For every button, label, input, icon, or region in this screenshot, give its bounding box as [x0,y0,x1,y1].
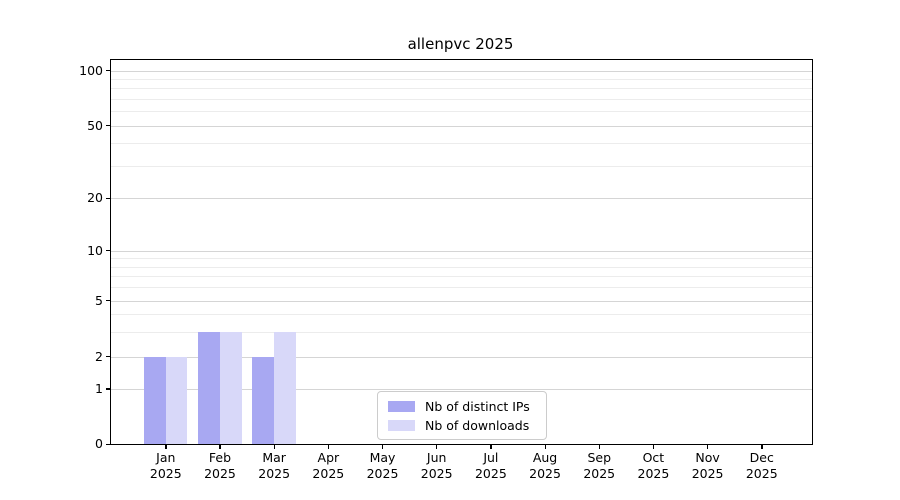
x-axis-tick-label-line: 2025 [420,466,453,481]
bar-feb-downloads [219,331,242,444]
x-axis-tick-label-line: Oct [642,450,665,465]
gridline-minor [111,276,812,278]
gridline-minor [111,331,812,333]
gridline-minor [111,78,812,80]
x-axis-tick [327,444,330,449]
gridline-minor [111,166,812,168]
gridline-major [111,356,812,358]
x-axis-tick-label: Dec 2025 [730,450,794,482]
y-axis-tick [106,70,111,72]
gridline-minor [111,143,812,145]
y-axis-tick [106,125,111,127]
x-axis-tick [598,444,601,449]
legend-row: Nb of downloads [388,418,536,433]
bar-mar-distinct-ips [252,356,275,444]
gridline-major [111,300,812,302]
y-axis-tick-label: 10 [87,242,103,258]
x-axis-tick-label-line: Apr [317,450,340,465]
x-axis-tick-label: Nov 2025 [676,450,740,482]
y-axis-tick [106,443,111,445]
gridline-major [111,388,812,390]
x-axis-tick [273,444,275,449]
legend-swatch-distinct-ips [388,401,415,412]
gridline-major [111,125,812,127]
bar-jan-downloads [165,356,188,444]
gridline-major [111,250,812,252]
legend-swatch-downloads [388,420,415,431]
x-axis-tick [219,444,221,449]
x-axis-tick-label-line: 2025 [529,466,561,481]
y-axis-tick-label: 2 [95,348,103,364]
x-axis-tick [165,444,167,449]
x-axis-tick-label-line: Jan [156,450,176,465]
x-axis-tick-label-line: Aug [532,450,558,465]
gridline-minor [111,287,812,289]
x-axis-tick-label-line: Mar [262,450,286,465]
gridline-minor [111,98,812,100]
x-axis-tick-label: Apr 2025 [296,450,360,482]
gridline-major [111,198,812,200]
x-axis-tick-label-line: 2025 [149,466,182,481]
x-axis-tick-label-line: 2025 [366,466,399,481]
gridline-minor [111,88,812,90]
x-axis-tick [652,444,655,449]
legend-label: Nb of distinct IPs [425,399,530,414]
x-axis-tick-label: May 2025 [351,450,415,482]
x-axis-tick-label-line: 2025 [204,466,236,481]
x-axis-tick-label: Oct 2025 [621,450,685,482]
x-axis-tick-label-line: 2025 [583,466,616,481]
legend-label: Nb of downloads [425,418,530,433]
x-axis-tick-label-line: 2025 [691,466,724,481]
x-axis-tick-label: Sep 2025 [567,450,631,482]
chart-title: allenpvc 2025 [407,35,514,53]
gridline-minor [111,258,812,260]
legend: Nb of distinct IPs Nb of downloads [377,391,547,440]
x-axis-tick-label-line: 2025 [474,466,507,481]
x-axis-tick-label-line: Feb [208,450,232,465]
x-axis-tick-label-line: Sep [587,450,612,465]
x-axis-tick-label-line: 2025 [258,466,291,481]
x-axis-tick [436,444,438,449]
y-axis-tick-label: 1 [95,380,103,396]
x-axis-tick-label: Jul 2025 [459,450,523,482]
x-axis-tick-label: Feb 2025 [188,450,252,482]
bar-feb-distinct-ips [198,331,220,444]
y-axis-tick [106,300,111,302]
gridline-minor [111,314,812,316]
legend-row: Nb of distinct IPs [388,399,536,414]
bar-jan-distinct-ips [144,356,166,444]
y-axis-tick [106,197,111,199]
x-axis-tick-label-line: May [369,450,396,465]
y-axis-tick-label: 0 [95,436,103,451]
gridline-major [111,70,812,72]
x-axis-tick-label-line: 2025 [745,466,778,481]
y-axis-tick [106,250,111,252]
x-axis-tick-label-line: Jul [483,450,499,465]
x-axis-tick-label: Aug 2025 [513,450,577,482]
x-axis-tick [761,444,763,449]
bar-mar-downloads [274,331,296,444]
x-axis-tick-label-line: 2025 [312,466,345,481]
x-axis-tick-label-line: 2025 [637,466,670,481]
x-axis-tick [544,444,546,449]
y-axis-tick-label: 100 [79,62,103,78]
x-axis-tick [382,444,384,449]
gridline-minor [111,266,812,268]
y-axis-tick-label: 5 [95,292,103,308]
x-axis-tick-label-line: Jun [426,450,447,465]
y-axis-tick-label: 50 [87,117,103,133]
plot-area: 0 1 2 5 10 20 50 100 Jan 2025 Feb 2025 Mar 2025 Apr 202… [79,59,813,481]
gridline-minor [111,111,812,113]
x-axis-tick-label-line: Nov [695,450,720,465]
y-axis-tick [106,388,111,390]
y-axis-tick-label: 20 [87,190,103,206]
x-axis-tick-label: Mar 2025 [242,450,306,482]
x-axis-tick [707,444,709,449]
x-axis-tick-label: Jun 2025 [405,450,469,482]
x-axis-tick-label: Jan 2025 [134,450,198,482]
x-axis-tick [490,444,492,449]
x-axis-tick-label-line: Dec [749,450,774,465]
y-axis-tick [106,356,111,358]
